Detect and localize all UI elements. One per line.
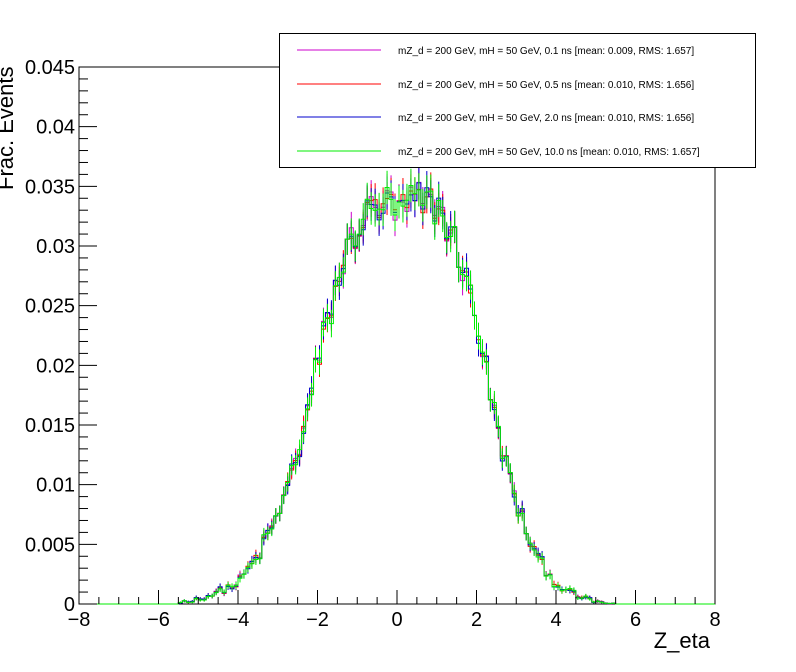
- y-tick-label: 0.045: [25, 57, 75, 79]
- x-tick-label: 4: [550, 609, 561, 631]
- legend-entry: mZ_d = 200 GeV, mH = 50 GeV, 2.0 ns [mea…: [398, 113, 694, 124]
- x-tick-label: −2: [306, 609, 329, 631]
- legend-entry: mZ_d = 200 GeV, mH = 50 GeV, 10.0 ns [me…: [398, 147, 700, 158]
- y-tick-label: 0.02: [36, 355, 75, 377]
- y-tick-label: 0.025: [25, 296, 75, 318]
- x-axis-title: Z_eta: [654, 628, 711, 653]
- x-tick-label: 0: [391, 609, 402, 631]
- x-tick-label: −4: [227, 609, 250, 631]
- y-tick-label: 0.04: [36, 117, 75, 139]
- y-tick-label: 0.01: [36, 475, 75, 497]
- x-tick-label: −6: [147, 609, 170, 631]
- x-tick-label: 2: [471, 609, 482, 631]
- legend-box: [279, 33, 756, 168]
- y-tick-label: 0.03: [36, 236, 75, 258]
- x-tick-label: −8: [68, 609, 91, 631]
- y-tick-label: 0.015: [25, 415, 75, 437]
- x-tick-label: 8: [709, 609, 720, 631]
- x-tick-label: 6: [630, 609, 641, 631]
- y-tick-label: 0.035: [25, 176, 75, 198]
- y-tick-label: 0: [64, 594, 75, 616]
- legend-entry: mZ_d = 200 GeV, mH = 50 GeV, 0.5 ns [mea…: [398, 80, 694, 91]
- legend-entry: mZ_d = 200 GeV, mH = 50 GeV, 0.1 ns [mea…: [398, 46, 694, 57]
- y-tick-label: 0.005: [25, 534, 75, 556]
- y-axis-title: Frac. Events: [0, 67, 18, 190]
